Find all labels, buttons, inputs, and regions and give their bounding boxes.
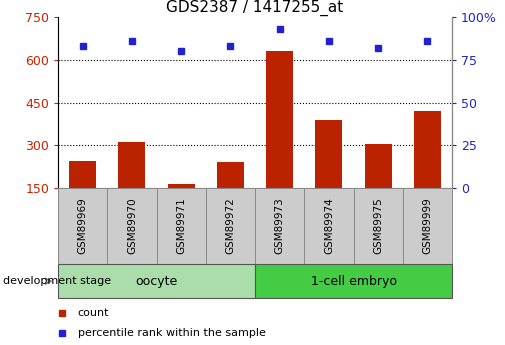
Text: 1-cell embryo: 1-cell embryo: [311, 275, 396, 288]
Text: GSM89972: GSM89972: [225, 198, 235, 254]
FancyBboxPatch shape: [157, 188, 206, 264]
Bar: [217, 162, 244, 188]
Text: GSM89971: GSM89971: [176, 198, 186, 254]
Text: percentile rank within the sample: percentile rank within the sample: [78, 328, 266, 338]
Bar: [365, 144, 392, 188]
Bar: [69, 161, 96, 188]
Text: GSM89975: GSM89975: [373, 198, 383, 254]
FancyBboxPatch shape: [403, 188, 452, 264]
Bar: [266, 51, 293, 188]
Bar: [118, 142, 145, 188]
FancyBboxPatch shape: [255, 264, 452, 298]
FancyBboxPatch shape: [108, 188, 157, 264]
Title: GDS2387 / 1417255_at: GDS2387 / 1417255_at: [167, 0, 343, 16]
Text: GSM89973: GSM89973: [275, 198, 285, 254]
FancyBboxPatch shape: [255, 188, 305, 264]
FancyBboxPatch shape: [206, 188, 255, 264]
FancyBboxPatch shape: [58, 264, 255, 298]
Text: development stage: development stage: [3, 276, 111, 286]
Bar: [414, 111, 441, 188]
FancyBboxPatch shape: [305, 188, 354, 264]
Text: count: count: [78, 308, 109, 318]
Bar: [315, 120, 342, 188]
Text: GSM89974: GSM89974: [324, 198, 334, 254]
Text: oocyte: oocyte: [135, 275, 178, 288]
FancyBboxPatch shape: [58, 188, 108, 264]
Text: GSM89999: GSM89999: [422, 198, 432, 254]
Bar: [168, 184, 195, 188]
Text: GSM89970: GSM89970: [127, 198, 137, 254]
Text: GSM89969: GSM89969: [78, 198, 88, 254]
FancyBboxPatch shape: [354, 188, 403, 264]
